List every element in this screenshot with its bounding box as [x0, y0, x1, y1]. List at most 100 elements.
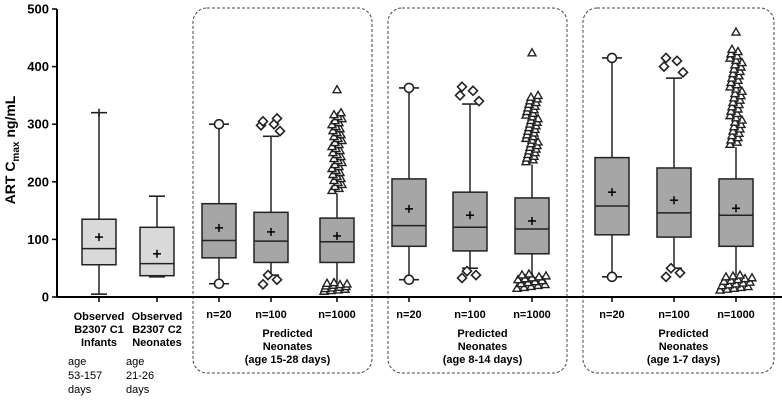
- outlier-point: [335, 107, 347, 117]
- age-note: 21-26: [126, 370, 154, 382]
- box-p1-n1000: [318, 84, 355, 295]
- box-obs-c2: [139, 195, 175, 278]
- group-frame-1: [192, 7, 373, 374]
- outlier-point: [746, 272, 758, 282]
- box-p3-n100: [656, 52, 692, 283]
- group-label: Predicted: [262, 328, 312, 340]
- outlier-point: [677, 66, 689, 78]
- box-iqr: [391, 178, 427, 248]
- x-category-label: n=100: [255, 309, 287, 321]
- box-p2-n1000: [511, 47, 552, 293]
- group-label: (age 15-28 days): [245, 354, 331, 366]
- outlier-point: [714, 284, 726, 294]
- group-label: (age 8-14 days): [443, 354, 523, 366]
- boxes: [81, 26, 758, 295]
- outlier-point: [658, 60, 670, 73]
- outlier-point: [516, 269, 528, 279]
- outlier-point: [456, 81, 468, 93]
- box-p1-n100: [253, 112, 289, 290]
- group-label: Predicted: [658, 328, 708, 340]
- outlier-point: [540, 270, 552, 280]
- x-category-label: Observed: [74, 311, 125, 323]
- box-iqr: [253, 211, 289, 264]
- outlier-point: [726, 43, 738, 54]
- x-category-label: B2307 C1: [74, 324, 124, 336]
- outlier-point: [671, 55, 683, 67]
- x-category-label: n=100: [454, 309, 486, 321]
- outlier-point: [511, 282, 523, 293]
- y-axis: ART Cmax ng/mL 0 100 200 300 400 500: [2, 2, 782, 305]
- box-p3-n1000: [714, 26, 758, 294]
- box-iqr: [718, 178, 754, 248]
- box-p2-n20: [391, 82, 427, 286]
- outlier-point: [512, 274, 524, 284]
- box-p1-n20: [201, 118, 237, 290]
- outlier-point: [674, 267, 686, 279]
- outlier-point: [467, 85, 479, 97]
- whisker-cap-circle: [213, 278, 225, 290]
- x-category-label: Neonates: [132, 337, 182, 349]
- outlier-point: [720, 271, 732, 281]
- group-label: Neonates: [659, 341, 709, 353]
- age-note: days: [68, 384, 92, 396]
- y-tick-label: 200: [27, 174, 49, 189]
- y-tick-label: 300: [27, 117, 49, 132]
- outlier-point: [328, 277, 340, 287]
- y-axis-label: ART Cmax ng/mL: [2, 95, 22, 204]
- group-frames: [192, 7, 775, 374]
- box-p3-n20: [594, 52, 630, 283]
- x-category-label: n=1000: [717, 309, 755, 321]
- y-tick-label: 100: [27, 232, 49, 247]
- box-iqr: [319, 217, 355, 264]
- x-category-label: Observed: [132, 311, 183, 323]
- whisker-cap-circle: [606, 52, 618, 64]
- outlier-point: [328, 109, 340, 119]
- outlier-point: [473, 95, 485, 107]
- outlier-point: [532, 89, 544, 100]
- x-category-label: n=20: [206, 309, 231, 321]
- outlier-point: [456, 272, 468, 284]
- x-category-label: n=1000: [318, 309, 356, 321]
- outlier-point: [274, 125, 286, 137]
- outlier-point: [660, 271, 672, 283]
- group-frame-3: [582, 7, 775, 374]
- group-label: (age 1-7 days): [647, 354, 721, 366]
- x-category-label: B2307 C2: [132, 324, 182, 336]
- whisker-cap-circle: [403, 274, 415, 286]
- age-note: age: [126, 356, 144, 368]
- x-category-label: n=1000: [513, 309, 551, 321]
- outlier-point: [716, 280, 728, 290]
- outlier-point: [734, 269, 746, 279]
- x-category-label: n=100: [658, 309, 690, 321]
- group-label: Neonates: [263, 341, 313, 353]
- outlier-point: [470, 269, 482, 281]
- outlier-point: [331, 84, 343, 94]
- x-category-label: Infants: [81, 337, 117, 349]
- whisker-cap-circle: [403, 82, 415, 94]
- box-iqr: [594, 156, 630, 236]
- age-note: 53-157: [68, 370, 102, 382]
- outlier-point: [257, 115, 269, 127]
- box-iqr: [514, 197, 550, 255]
- outlier-point: [718, 275, 730, 285]
- outlier-point: [523, 268, 535, 278]
- box-obs-c1: [81, 108, 117, 295]
- age-note: age: [68, 356, 86, 368]
- outlier-point: [461, 265, 473, 277]
- outlier-point: [526, 47, 538, 57]
- outlier-point: [341, 278, 353, 288]
- age-note: days: [126, 384, 150, 396]
- y-tick-label: 400: [27, 59, 49, 74]
- x-category-label: n=20: [396, 309, 421, 321]
- outlier-point: [730, 26, 742, 36]
- outlier-point: [257, 278, 269, 290]
- outlier-point: [665, 262, 677, 274]
- y-tick-label: 0: [42, 290, 49, 305]
- box-iqr: [452, 191, 488, 252]
- group-label: Neonates: [458, 341, 508, 353]
- whisker-cap-circle: [606, 271, 618, 283]
- box-iqr: [81, 218, 117, 266]
- x-category-label: n=20: [599, 309, 624, 321]
- y-tick-label: 500: [27, 2, 49, 17]
